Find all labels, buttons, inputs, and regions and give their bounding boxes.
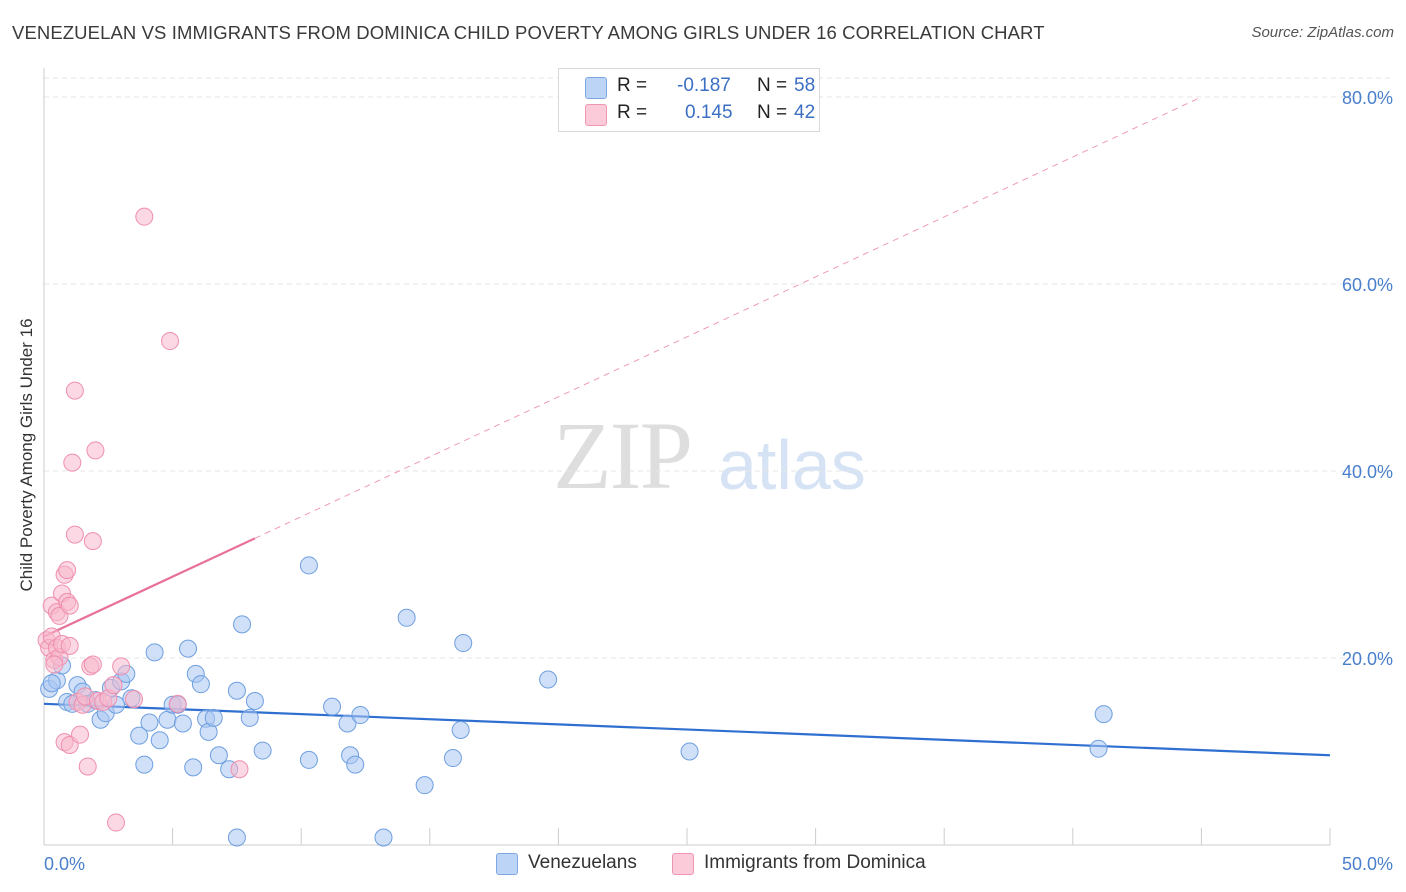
x-tick-label: 50.0% [1342,854,1393,874]
watermark-atlas: atlas [718,426,866,504]
watermark-zip: ZIP [553,402,693,509]
point-dominica [86,441,105,460]
point-dominica [107,813,126,832]
legend-r-value: -0.187 [677,75,731,96]
point-dominica [65,525,84,544]
y-tick-label: 20.0% [1342,649,1393,669]
point-venezuelan [253,741,272,760]
data-points [37,207,1113,847]
trend-line [43,537,256,638]
point-dominica [161,332,180,351]
point-venezuelan [374,828,393,847]
point-venezuelan [42,674,61,693]
point-dominica [71,725,90,744]
chart-title: VENEZUELAN VS IMMIGRANTS FROM DOMINICA C… [12,22,1045,43]
point-venezuelan [227,681,246,700]
point-venezuelan [454,634,473,653]
point-venezuelan [443,749,462,768]
axes [43,68,1331,846]
tick-labels: 20.0% 40.0% 60.0% 80.0% 0.0% 50.0% [44,88,1393,874]
point-venezuelan [299,750,318,769]
point-venezuelan [145,643,164,662]
legend-n-label: N = [757,75,788,96]
point-venezuelan [397,608,416,627]
point-dominica [60,636,79,655]
point-dominica [65,381,84,400]
source-label: Source: ZipAtlas.com [1251,24,1394,41]
point-venezuelan [140,713,159,732]
point-venezuelan [158,710,177,729]
point-dominica [83,655,102,674]
legend-n-value: 58 [794,75,816,96]
legend-swatch-venezuelans [585,77,607,99]
bottom-legend-label-venezuelans: Venezuelans [528,852,637,873]
point-dominica [58,561,77,580]
bottom-legend-label-dominica: Immigrants from Dominica [704,852,926,873]
point-venezuelan [415,776,434,795]
point-dominica [112,657,131,676]
point-venezuelan [245,692,264,711]
point-venezuelan [240,708,259,727]
point-venezuelan [539,670,558,689]
point-dominica [168,694,187,713]
x-tick-label: 0.0% [44,854,85,874]
point-venezuelan [209,746,228,765]
y-tick-label: 40.0% [1342,462,1393,482]
point-venezuelan [323,697,342,716]
point-venezuelan [150,731,169,750]
point-venezuelan [173,714,192,733]
point-dominica [104,676,123,695]
point-venezuelan [338,714,357,733]
point-dominica [78,757,97,776]
bottom-legend-swatch-venezuelans [496,853,518,875]
point-venezuelan [351,706,370,725]
point-venezuelan [184,758,203,777]
point-venezuelan [191,675,210,694]
legend-swatch-dominica [585,104,607,126]
point-venezuelan [204,708,223,727]
point-venezuelan [1089,739,1108,758]
point-dominica [45,655,64,674]
point-dominica [125,690,144,709]
point-venezuelan [130,726,149,745]
point-dominica [60,596,79,615]
point-venezuelan [1094,705,1113,724]
point-venezuelan [233,615,252,634]
point-venezuelan [179,639,198,658]
point-dominica [230,760,249,779]
y-tick-label: 80.0% [1342,88,1393,108]
point-venezuelan [135,755,154,774]
y-tick-label: 60.0% [1342,275,1393,295]
bottom-legend-swatch-dominica [672,853,694,875]
point-dominica [135,207,154,226]
legend-r-value: 0.145 [685,102,733,123]
trend-line-dashed [254,96,1202,539]
point-venezuelan [227,828,246,847]
grid-lines [44,77,1392,659]
trend-line [43,702,1331,757]
point-venezuelan [346,755,365,774]
point-venezuelan [451,720,470,739]
trend-lines [43,96,1331,757]
correlation-legend: R = -0.187 N = 58 R = 0.145 N = 42 [558,68,820,132]
point-venezuelan [680,742,699,761]
legend-r-label: R = [617,102,648,123]
point-venezuelan [299,556,318,575]
point-dominica [63,453,82,472]
point-dominica [83,532,102,551]
legend-r-label: R = [617,75,648,96]
legend-n-label: N = [757,102,788,123]
legend-n-value: 42 [794,102,816,123]
